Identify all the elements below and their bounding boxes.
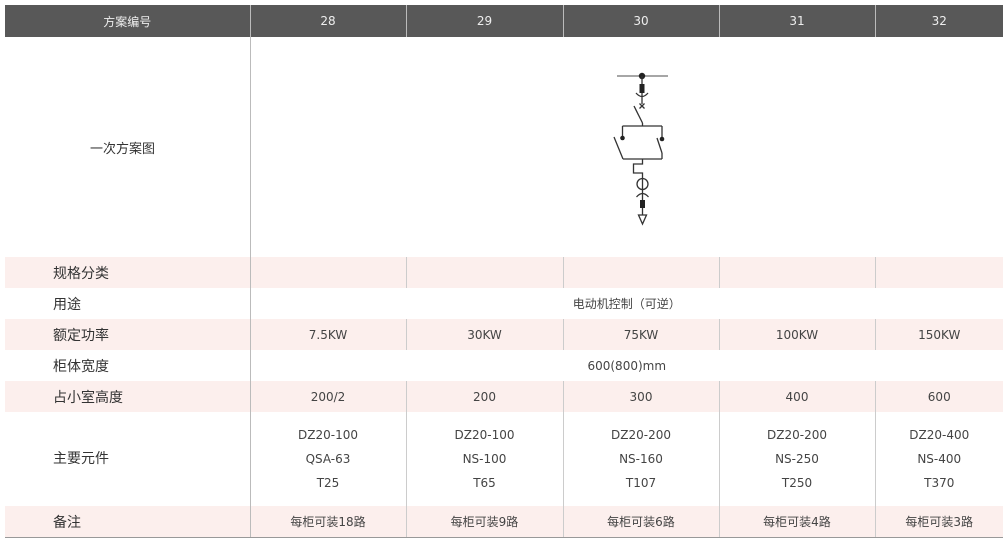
cell: DZ20-400 NS-400 T370 [874, 412, 1003, 506]
cell: 电动机控制（可逆） [572, 297, 681, 311]
cell: 150KW [874, 319, 1003, 350]
cell [249, 257, 406, 288]
cell: 300 [562, 381, 719, 412]
component: DZ20-400 [909, 428, 970, 442]
spec-row: 规格分类 [5, 257, 1003, 288]
header-col: 32 [874, 5, 1003, 37]
header-col: 30 [562, 5, 719, 37]
diagram-row: 一次方案图 [5, 37, 1003, 257]
cell: DZ20-100 NS-100 T65 [405, 412, 563, 506]
component: T65 [473, 476, 496, 490]
cell [562, 257, 719, 288]
header-col: 31 [718, 5, 875, 37]
row-label: 用途 [5, 288, 251, 319]
cell: 600(800)mm [587, 358, 667, 373]
component: DZ20-200 [767, 428, 827, 442]
component: T107 [625, 476, 657, 490]
header-label: 方案编号 [5, 5, 250, 37]
cell: 每柜可装9路 [405, 506, 563, 538]
cell [405, 257, 563, 288]
component: QSA-63 [305, 452, 351, 466]
cell: 30KW [405, 319, 563, 350]
cell: 400 [718, 381, 875, 412]
row-label: 额定功率 [5, 319, 251, 350]
cell [718, 257, 875, 288]
row-label: 一次方案图 [5, 37, 251, 257]
component: NS-400 [917, 452, 962, 466]
component: T370 [924, 476, 955, 490]
scheme-table: 方案编号 28 29 30 31 32 一次方案图 [5, 5, 1003, 538]
component: T25 [316, 476, 340, 490]
cell: DZ20-200 NS-250 T250 [718, 412, 875, 506]
cell: 100KW [718, 319, 875, 350]
row-label: 规格分类 [5, 257, 251, 288]
row-label: 占小室高度 [5, 381, 251, 412]
cell: 200 [405, 381, 563, 412]
component: NS-160 [619, 452, 663, 466]
diagram-cell [250, 37, 1003, 257]
cell: DZ20-200 NS-160 T107 [562, 412, 719, 506]
row-label: 柜体宽度 [5, 350, 251, 381]
circuit-diagram-icon [612, 72, 668, 226]
component: NS-250 [775, 452, 819, 466]
component: DZ20-200 [611, 428, 671, 442]
header-col: 29 [405, 5, 563, 37]
cell: 每柜可装18路 [249, 506, 406, 538]
usage-row: 用途 电动机控制（可逆） [5, 288, 1003, 319]
component: DZ20-100 [454, 428, 515, 442]
cell: 每柜可装6路 [562, 506, 719, 538]
components-row: 主要元件 DZ20-100 QSA-63 T25 DZ20-100 NS-100 T65… [5, 412, 1003, 506]
cell: 7.5KW [249, 319, 406, 350]
header-row: 方案编号 28 29 30 31 32 [5, 5, 1003, 37]
height-row: 占小室高度 200/2 200 300 400 600 [5, 381, 1003, 412]
cell: DZ20-100 QSA-63 T25 [249, 412, 406, 506]
cell: 600 [874, 381, 1003, 412]
header-col: 28 [249, 5, 406, 37]
cell: 每柜可装4路 [718, 506, 875, 538]
cell [874, 257, 1003, 288]
width-row: 柜体宽度 600(800)mm [5, 350, 1003, 381]
row-label: 主要元件 [5, 412, 251, 506]
cell: 200/2 [249, 381, 406, 412]
component: T250 [781, 476, 813, 490]
power-row: 额定功率 7.5KW 30KW 75KW 100KW 150KW [5, 319, 1003, 350]
remark-row: 备注 每柜可装18路 每柜可装9路 每柜可装6路 每柜可装4路 每柜可装3路 [5, 506, 1003, 538]
component: NS-100 [462, 452, 507, 466]
cell: 75KW [562, 319, 719, 350]
cell: 每柜可装3路 [874, 506, 1003, 538]
component: DZ20-100 [298, 428, 358, 442]
row-label: 备注 [5, 506, 251, 538]
